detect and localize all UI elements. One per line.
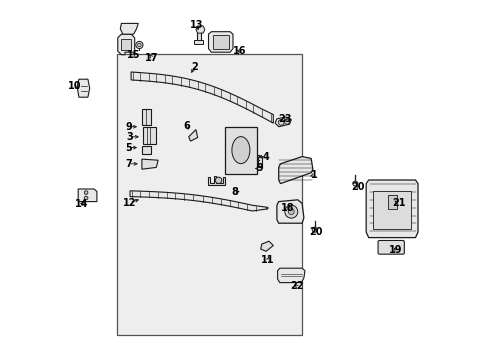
Text: 20: 20 — [350, 182, 364, 192]
Text: 11: 11 — [261, 255, 274, 265]
FancyBboxPatch shape — [142, 127, 155, 144]
Circle shape — [84, 196, 88, 200]
Text: 19: 19 — [388, 245, 402, 255]
Circle shape — [311, 227, 317, 232]
Circle shape — [284, 205, 297, 218]
Circle shape — [137, 43, 141, 47]
Polygon shape — [120, 23, 138, 34]
Polygon shape — [277, 268, 305, 283]
Text: 9: 9 — [256, 163, 263, 174]
Bar — [373, 191, 410, 229]
Circle shape — [84, 191, 88, 194]
Text: 15: 15 — [126, 50, 140, 60]
Text: 1: 1 — [310, 170, 317, 180]
Circle shape — [215, 177, 222, 184]
Text: 4: 4 — [262, 152, 269, 162]
Polygon shape — [77, 79, 89, 97]
Polygon shape — [188, 130, 197, 141]
Text: 17: 17 — [145, 53, 159, 63]
Polygon shape — [278, 157, 312, 184]
Polygon shape — [131, 72, 273, 123]
Polygon shape — [260, 241, 273, 251]
Text: 23: 23 — [278, 114, 291, 124]
Text: 2: 2 — [191, 62, 198, 72]
Text: 3: 3 — [126, 132, 132, 142]
Text: 21: 21 — [391, 198, 405, 208]
Text: 16: 16 — [233, 46, 246, 56]
Text: 10: 10 — [68, 81, 81, 91]
Polygon shape — [366, 180, 417, 238]
FancyBboxPatch shape — [377, 240, 404, 254]
Polygon shape — [130, 191, 267, 211]
Bar — [197, 27, 200, 41]
Bar — [121, 39, 131, 50]
Circle shape — [278, 120, 284, 125]
Text: 20: 20 — [309, 227, 323, 237]
Polygon shape — [118, 34, 134, 55]
Circle shape — [288, 209, 294, 215]
Circle shape — [352, 181, 357, 186]
Text: 22: 22 — [289, 281, 303, 291]
Text: 8: 8 — [230, 186, 237, 197]
Text: 6: 6 — [183, 121, 190, 131]
Circle shape — [136, 41, 142, 49]
Text: 14: 14 — [75, 199, 88, 210]
Text: 7: 7 — [125, 159, 132, 169]
Circle shape — [284, 119, 289, 124]
Polygon shape — [78, 189, 97, 202]
Text: 13: 13 — [190, 20, 203, 30]
Text: 5: 5 — [125, 143, 132, 153]
Bar — [194, 40, 203, 44]
Polygon shape — [275, 117, 291, 127]
FancyBboxPatch shape — [142, 146, 151, 154]
Text: 12: 12 — [122, 198, 136, 208]
Ellipse shape — [231, 136, 249, 163]
Polygon shape — [196, 26, 204, 33]
Bar — [387, 195, 396, 209]
Polygon shape — [207, 176, 224, 185]
Text: 18: 18 — [280, 203, 294, 213]
Polygon shape — [142, 159, 158, 169]
FancyBboxPatch shape — [142, 109, 151, 125]
Bar — [117, 54, 302, 335]
Polygon shape — [276, 200, 303, 223]
Bar — [258, 157, 261, 166]
FancyBboxPatch shape — [224, 127, 257, 174]
Text: 9: 9 — [125, 122, 132, 132]
Polygon shape — [208, 32, 232, 52]
Bar — [212, 35, 228, 49]
